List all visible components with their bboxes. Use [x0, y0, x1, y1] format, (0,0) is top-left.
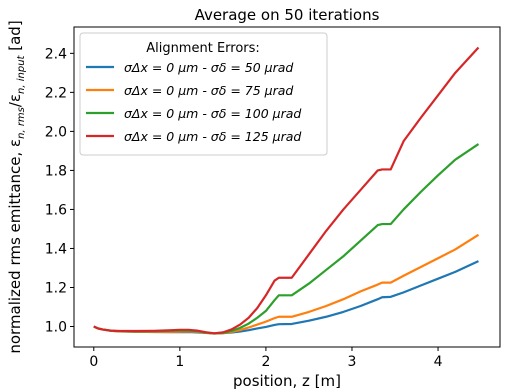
- plot-area: [93, 46, 480, 335]
- y-tick-label: 1.6: [45, 202, 67, 218]
- y-axis-label-sub: n, rms: [16, 107, 27, 139]
- legend-title: Alignment Errors:: [146, 41, 260, 56]
- legend: Alignment Errors: σΔx = 0 μm - σδ = 50 μ…: [79, 32, 328, 156]
- x-tick-label: 3: [348, 354, 357, 370]
- plot-frame: [73, 26, 501, 348]
- y-axis-label-tail: [ad]: [6, 20, 24, 55]
- y-tick-label: 1.0: [45, 320, 67, 336]
- x-tick-label: 1: [175, 354, 184, 370]
- x-tick-label: 4: [434, 354, 443, 370]
- y-tick-label: 2.4: [45, 46, 67, 62]
- x-axis-label: position, z [m]: [233, 372, 341, 390]
- y-axis-label-sub2: n, input: [16, 54, 27, 93]
- y-axis-label-main: normalized rms emittance, ε: [6, 139, 24, 354]
- series-line-3: [93, 143, 480, 335]
- y-tick-label: 2.0: [45, 124, 67, 140]
- chart-title: Average on 50 iterations: [195, 6, 380, 24]
- legend-label-1: σΔx = 0 μm - σδ = 50 μrad: [124, 60, 293, 75]
- y-tick-label: 1.4: [45, 241, 67, 257]
- x-tick-label: 2: [261, 354, 270, 370]
- y-axis-label: normalized rms emittance, εn, rms/εn, in…: [6, 20, 27, 353]
- legend-label-2: σΔx = 0 μm - σδ = 75 μrad: [124, 83, 293, 98]
- series-line-4: [93, 46, 480, 335]
- legend-box: [79, 32, 328, 156]
- legend-label-3: σΔx = 0 μm - σδ = 100 μrad: [124, 106, 301, 121]
- y-axis-label-mid: /ε: [6, 94, 24, 107]
- x-tick-label: 0: [89, 354, 98, 370]
- y-tick-label: 1.2: [45, 280, 67, 296]
- x-axis: 0 1 2 3 4: [89, 347, 443, 370]
- y-tick-label: 1.8: [45, 163, 67, 179]
- series-line-2: [93, 233, 480, 335]
- y-axis: 1.0 1.2 1.4 1.6 1.8 2.0 2.2 2.4: [45, 46, 74, 336]
- legend-entries: σΔx = 0 μm - σδ = 50 μrad σΔx = 0 μm - σδ…: [86, 60, 301, 144]
- series-line-1: [93, 260, 479, 335]
- legend-label-4: σΔx = 0 μm - σδ = 125 μrad: [124, 129, 301, 144]
- y-tick-label: 2.2: [45, 85, 67, 101]
